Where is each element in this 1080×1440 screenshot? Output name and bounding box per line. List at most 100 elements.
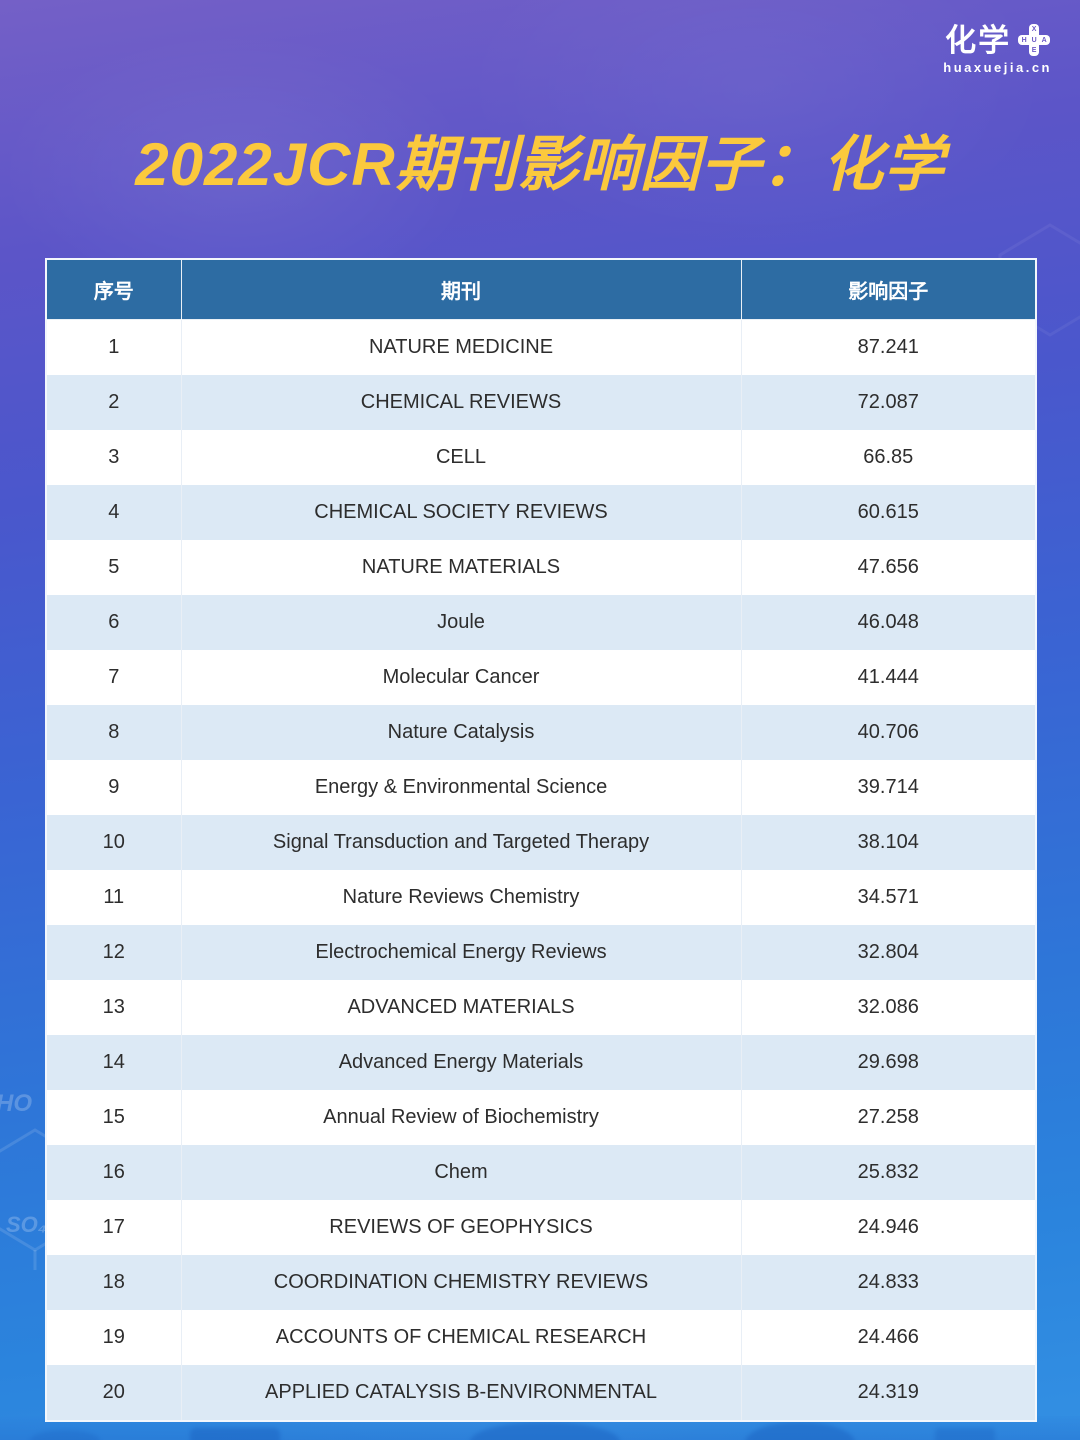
- impact-factor-cell: 72.087: [740, 375, 1036, 430]
- rank-cell: 17: [46, 1200, 181, 1255]
- table-row: 18 COORDINATION CHEMISTRY REVIEWS 24.833: [46, 1255, 1036, 1310]
- impact-factor-cell: 46.048: [740, 595, 1036, 650]
- watermark-formula-ho: HO: [0, 1090, 32, 1117]
- journal-cell: Electrochemical Energy Reviews: [180, 925, 741, 980]
- impact-factor-cell: 25.832: [740, 1145, 1036, 1200]
- table-row: 15 Annual Review of Biochemistry 27.258: [46, 1090, 1036, 1145]
- journal-cell: CHEMICAL REVIEWS: [180, 375, 741, 430]
- rank-cell: 7: [46, 650, 181, 705]
- impact-factor-cell: 38.104: [740, 815, 1036, 870]
- table-row: 19 ACCOUNTS OF CHEMICAL RESEARCH 24.466: [46, 1310, 1036, 1365]
- journal-cell: Annual Review of Biochemistry: [180, 1090, 741, 1145]
- table-row: 8 Nature Catalysis 40.706: [46, 705, 1036, 760]
- rank-cell: 5: [46, 540, 181, 595]
- table-row: 7 Molecular Cancer 41.444: [46, 650, 1036, 705]
- logo-brand-text: 化学: [945, 22, 1012, 58]
- journal-cell: NATURE MATERIALS: [180, 540, 741, 595]
- journal-cell: CELL: [180, 430, 741, 485]
- rank-cell: 12: [46, 925, 181, 980]
- impact-factor-cell: 39.714: [740, 760, 1036, 815]
- table-row: 14 Advanced Energy Materials 29.698: [46, 1035, 1036, 1090]
- journal-cell: REVIEWS OF GEOPHYSICS: [180, 1200, 741, 1255]
- table-row: 9 Energy & Environmental Science 39.714: [46, 760, 1036, 815]
- journal-cell: Nature Catalysis: [180, 705, 741, 760]
- plus-letter-top: X: [1031, 26, 1037, 33]
- impact-factor-cell: 24.319: [740, 1365, 1036, 1421]
- table-body: 1 NATURE MEDICINE 87.241 2 CHEMICAL REVI…: [46, 319, 1036, 1421]
- table-row: 2 CHEMICAL REVIEWS 72.087: [46, 375, 1036, 430]
- table-row: 1 NATURE MEDICINE 87.241: [46, 319, 1036, 375]
- journal-cell: Nature Reviews Chemistry: [180, 870, 741, 925]
- impact-factor-cell: 29.698: [740, 1035, 1036, 1090]
- journal-cell: Chem: [180, 1145, 741, 1200]
- journal-cell: Advanced Energy Materials: [180, 1035, 741, 1090]
- huaxuejia-logo: 化学 X H U A E huaxuejia.cn: [943, 24, 1052, 74]
- table-row: 3 CELL 66.85: [46, 430, 1036, 485]
- table-row: 10 Signal Transduction and Targeted Ther…: [46, 815, 1036, 870]
- rank-cell: 20: [46, 1365, 181, 1421]
- watermark-formula-so4: SO₄: [6, 1212, 47, 1237]
- journal-cell: Signal Transduction and Targeted Therapy: [180, 815, 741, 870]
- journal-cell: CHEMICAL SOCIETY REVIEWS: [180, 485, 741, 540]
- plus-icon: X H U A E: [1018, 24, 1051, 56]
- table-row: 4 CHEMICAL SOCIETY REVIEWS 60.615: [46, 485, 1036, 540]
- journal-cell: NATURE MEDICINE: [180, 319, 741, 375]
- impact-factor-cell: 66.85: [740, 430, 1036, 485]
- impact-factor-cell: 47.656: [740, 540, 1036, 595]
- impact-factor-cell: 87.241: [740, 319, 1036, 375]
- rank-cell: 18: [46, 1255, 181, 1310]
- rank-cell: 11: [46, 870, 181, 925]
- impact-factor-cell: 24.946: [740, 1200, 1036, 1255]
- impact-factor-cell: 40.706: [740, 705, 1036, 760]
- lab-glassware-shape: [30, 1430, 100, 1440]
- impact-factor-table: 序号 期刊 影响因子 1 NATURE MEDICINE 87.241 2 CH…: [45, 258, 1037, 1422]
- logo-domain: huaxuejia.cn: [943, 60, 1052, 75]
- rank-cell: 3: [46, 430, 181, 485]
- rank-cell: 8: [46, 705, 181, 760]
- impact-factor-cell: 32.804: [740, 925, 1036, 980]
- rank-cell: 16: [46, 1145, 181, 1200]
- impact-factor-cell: 24.833: [740, 1255, 1036, 1310]
- journal-cell: Joule: [180, 595, 741, 650]
- journal-cell: ACCOUNTS OF CHEMICAL RESEARCH: [180, 1310, 741, 1365]
- lab-glassware-shape: [935, 1428, 995, 1440]
- rank-cell: 2: [46, 375, 181, 430]
- rank-cell: 6: [46, 595, 181, 650]
- plus-letter-center: U: [1031, 36, 1037, 44]
- table-header: 序号 期刊 影响因子: [45, 258, 1037, 320]
- plus-letter-bottom: E: [1031, 47, 1037, 54]
- table-row: 20 APPLIED CATALYSIS B-ENVIRONMENTAL 24.…: [46, 1365, 1036, 1421]
- plus-letter-left: H: [1021, 36, 1027, 44]
- impact-factor-cell: 34.571: [740, 870, 1036, 925]
- plus-letter-right: A: [1041, 36, 1047, 44]
- journal-cell: Energy & Environmental Science: [180, 760, 741, 815]
- table-row: 11 Nature Reviews Chemistry 34.571: [46, 870, 1036, 925]
- impact-factor-cell: 32.086: [740, 980, 1036, 1035]
- rank-cell: 9: [46, 760, 181, 815]
- rank-cell: 1: [46, 319, 181, 375]
- impact-factor-cell: 27.258: [740, 1090, 1036, 1145]
- lab-glassware-shape: [470, 1422, 620, 1440]
- rank-cell: 15: [46, 1090, 181, 1145]
- rank-cell: 4: [46, 485, 181, 540]
- impact-factor-cell: 60.615: [740, 485, 1036, 540]
- logo-row: 化学 X H U A E: [945, 22, 1051, 58]
- header-row: 序号 期刊 影响因子: [45, 258, 1037, 320]
- table-row: 12 Electrochemical Energy Reviews 32.804: [46, 925, 1036, 980]
- table-row: 13 ADVANCED MATERIALS 32.086: [46, 980, 1036, 1035]
- plus-horizontal-bar: [1018, 35, 1051, 45]
- header-impact-factor: 影响因子: [740, 258, 1037, 320]
- table-row: 6 Joule 46.048: [46, 595, 1036, 650]
- journal-cell: APPLIED CATALYSIS B-ENVIRONMENTAL: [180, 1365, 741, 1421]
- rank-cell: 14: [46, 1035, 181, 1090]
- journal-cell: ADVANCED MATERIALS: [180, 980, 741, 1035]
- journal-cell: Molecular Cancer: [180, 650, 741, 705]
- table-row: 16 Chem 25.832: [46, 1145, 1036, 1200]
- journal-cell: COORDINATION CHEMISTRY REVIEWS: [180, 1255, 741, 1310]
- rank-cell: 19: [46, 1310, 181, 1365]
- rank-cell: 13: [46, 980, 181, 1035]
- rank-cell: 10: [46, 815, 181, 870]
- page-title: 2022JCR期刊影响因子：化学: [135, 131, 945, 198]
- lab-glassware-shape: [190, 1428, 280, 1440]
